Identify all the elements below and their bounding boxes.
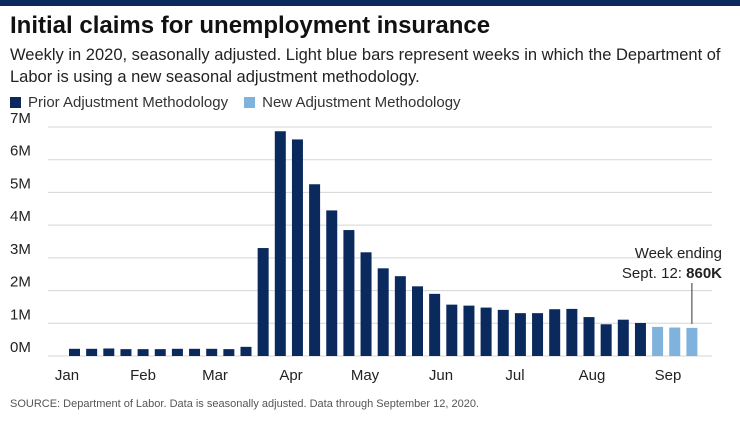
legend-item-prior: Prior Adjustment Methodology — [10, 94, 228, 111]
annotation: Week ending Sept. 12: 860K — [622, 245, 722, 324]
bar — [480, 307, 492, 356]
bar — [137, 349, 149, 356]
bar — [532, 313, 544, 356]
chart-legend: Prior Adjustment Methodology New Adjustm… — [10, 94, 477, 111]
bar — [463, 305, 475, 356]
x-tick-label: Mar — [202, 367, 228, 384]
bar — [686, 327, 698, 356]
source-note: SOURCE: Department of Labor. Data is sea… — [10, 398, 479, 410]
bar — [360, 252, 372, 356]
bar — [274, 131, 286, 356]
top-accent-bar — [0, 0, 740, 6]
x-tick-label: May — [351, 367, 380, 384]
bar — [103, 348, 115, 356]
bar — [171, 348, 183, 356]
bar — [257, 248, 269, 356]
bar — [86, 348, 98, 356]
bar — [326, 210, 338, 356]
bar-chart: 0M 1M 2M 3M 4M 5M 6M 7M Jan Feb Mar Apr May Jun Jul Au… — [10, 110, 722, 384]
bar — [291, 139, 303, 356]
chart-subtitle: Weekly in 2020, seasonally adjusted. Lig… — [10, 46, 721, 86]
bar — [343, 230, 355, 356]
bar — [549, 309, 561, 356]
x-tick-label: Apr — [279, 367, 302, 384]
bar — [497, 309, 509, 356]
bar — [223, 349, 235, 356]
bar — [394, 276, 406, 356]
bar — [120, 349, 132, 356]
legend-swatch-new — [244, 97, 256, 108]
y-tick-label: 3M — [10, 241, 31, 258]
bars — [69, 131, 698, 356]
annotation-prefix: Sept. 12: — [622, 265, 686, 282]
bar — [377, 268, 389, 356]
y-tick-label: 5M — [10, 175, 31, 192]
y-tick-label: 6M — [10, 143, 31, 160]
y-tick-label: 4M — [10, 208, 31, 225]
bar — [634, 322, 646, 356]
y-tick-label: 2M — [10, 274, 31, 291]
bar — [412, 286, 423, 356]
y-tick-label: 0M — [10, 339, 31, 356]
legend-label-new: New Adjustment Methodology — [262, 94, 461, 111]
annotation-value: 860K — [686, 265, 722, 282]
x-tick-label: Aug — [579, 367, 606, 384]
bar — [154, 349, 166, 356]
bar — [652, 326, 664, 356]
legend-label-prior: Prior Adjustment Methodology — [28, 94, 229, 111]
x-axis: Jan Feb Mar Apr May Jun Jul Aug Sep — [55, 367, 681, 384]
x-tick-label: Feb — [130, 367, 156, 384]
x-tick-label: Jun — [429, 367, 453, 384]
y-axis: 0M 1M 2M 3M 4M 5M 6M 7M — [10, 110, 31, 356]
bar — [446, 304, 458, 356]
bar — [429, 293, 441, 356]
y-tick-label: 1M — [10, 306, 31, 323]
chart-title: Initial claims for unemployment insuranc… — [10, 12, 491, 39]
y-tick-label: 7M — [10, 110, 31, 127]
legend-item-new: New Adjustment Methodology — [244, 94, 461, 111]
x-tick-label: Jan — [55, 367, 79, 384]
legend-swatch-prior — [10, 97, 21, 108]
bar — [617, 319, 629, 356]
bar — [566, 308, 578, 356]
bar — [69, 348, 80, 356]
x-tick-label: Sep — [655, 367, 682, 384]
annotation-line-2: Sept. 12: 860K — [622, 265, 722, 282]
bar — [600, 324, 612, 356]
x-tick-label: Jul — [505, 367, 524, 384]
bar — [583, 317, 595, 356]
bar — [206, 348, 218, 356]
bar — [189, 348, 201, 356]
bar — [309, 184, 321, 356]
bar — [240, 346, 252, 356]
bar — [514, 313, 526, 356]
annotation-line-1: Week ending — [635, 245, 722, 262]
bar — [669, 327, 681, 356]
